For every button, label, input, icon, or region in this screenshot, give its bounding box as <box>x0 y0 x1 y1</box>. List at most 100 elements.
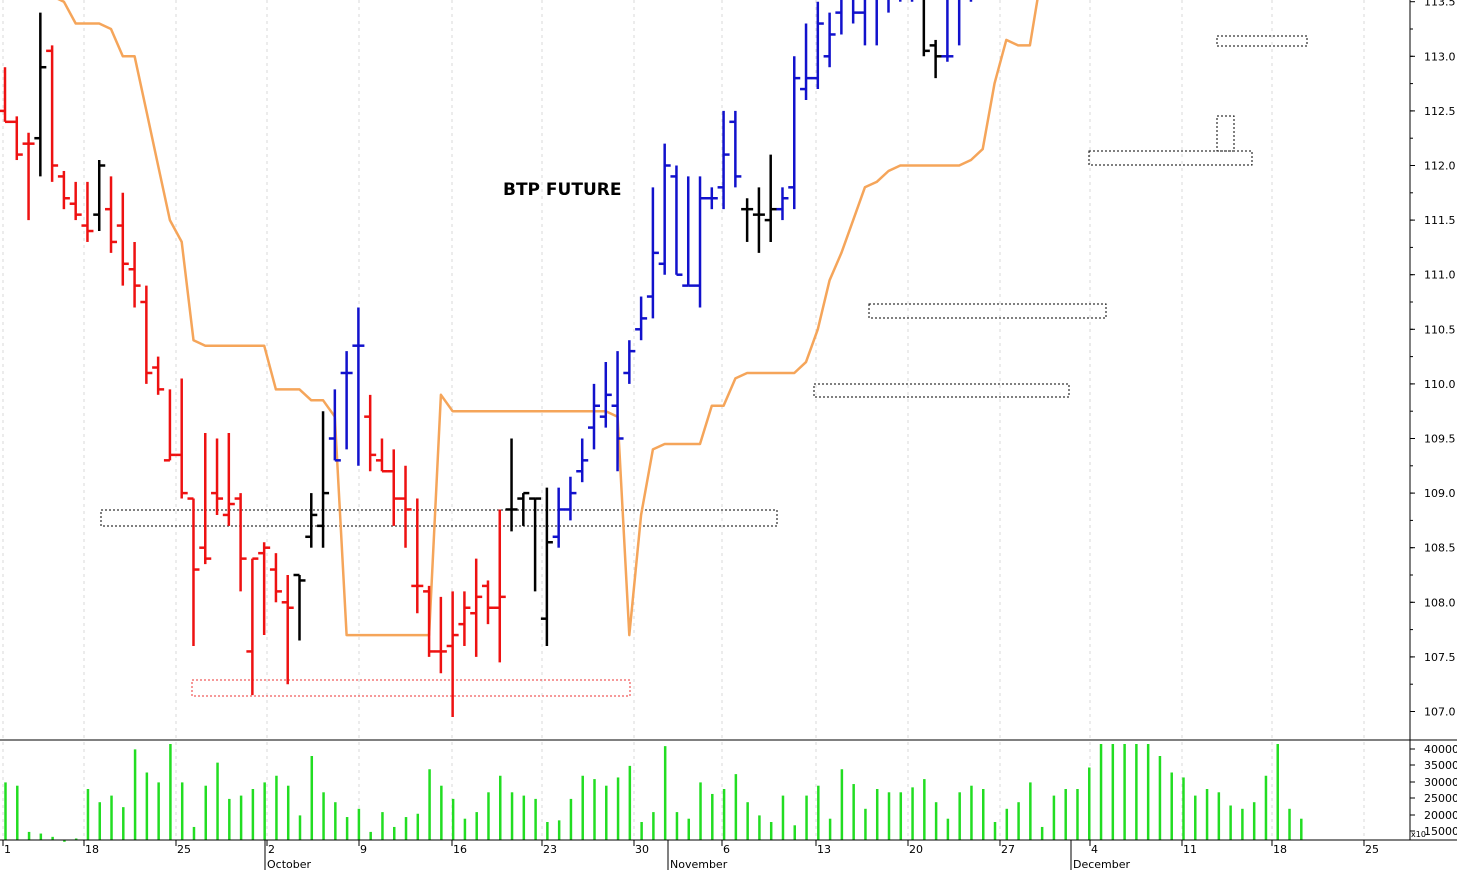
volume-tick-label: 30000 <box>1424 776 1457 789</box>
ohlc-bar <box>875 0 878 46</box>
ohlc-bar <box>246 557 259 696</box>
volume-tick-label: 40000 <box>1424 743 1457 756</box>
ohlc-bar <box>152 356 165 395</box>
ohlc-bar <box>116 192 129 286</box>
ohlc-bar <box>957 0 961 46</box>
x-tick-label: 16 <box>453 843 467 856</box>
x-tick-label: 30 <box>635 843 649 856</box>
ohlc-bar <box>741 198 754 242</box>
ohlc-bar <box>128 241 141 308</box>
month-label: October <box>267 858 311 870</box>
trendline <box>57 0 1039 637</box>
ohlc-bar <box>175 378 188 499</box>
annotation-box <box>1216 115 1235 152</box>
ohlc-bar <box>729 110 742 188</box>
ohlc-bar <box>234 493 247 592</box>
ohlc-bar <box>199 433 212 565</box>
ohlc-bar <box>858 0 867 46</box>
volume-tick-label: 35000 <box>1424 759 1457 772</box>
x-tick-label: 11 <box>1183 843 1197 856</box>
annotation-box <box>1216 35 1308 47</box>
ohlc-bar <box>717 110 730 210</box>
volume-tick-label: 20000 <box>1424 809 1457 822</box>
ohlc-bar <box>269 553 282 603</box>
ohlc-bar <box>670 165 683 276</box>
ohlc-bar <box>470 558 483 657</box>
ohlc-bar <box>258 542 271 636</box>
x-tick-label: 2 <box>268 843 275 856</box>
y-tick-label: 109.5 <box>1424 433 1456 446</box>
ohlc-bar <box>305 493 318 548</box>
ohlc-bar <box>352 307 365 466</box>
ohlc-bar <box>69 181 82 221</box>
ohlc-bar <box>187 497 200 646</box>
ohlc-bar <box>281 575 294 685</box>
annotation-boxes <box>100 35 1308 697</box>
ohlc-bar <box>564 476 577 521</box>
ohlc-bar <box>929 39 942 79</box>
x-tick-label: 23 <box>543 843 557 856</box>
ohlc-bar <box>505 438 518 532</box>
ohlc-bar <box>800 23 813 100</box>
ohlc-bar <box>752 187 765 253</box>
ohlc-bar <box>423 585 436 657</box>
ohlc-bar <box>458 591 471 646</box>
month-label: November <box>670 858 728 870</box>
ohlc-bar <box>340 351 353 450</box>
ohlc-bar <box>446 591 459 717</box>
ohlc-bar <box>293 573 306 641</box>
x-tick-label: 13 <box>817 843 831 856</box>
ohlc-bar <box>493 509 506 663</box>
ohlc-bar <box>529 497 542 592</box>
ohlc-bar <box>576 438 589 483</box>
ohlc-bar <box>811 1 824 90</box>
ohlc-bar <box>517 491 530 526</box>
ohlc-bar <box>22 132 35 221</box>
ohlc-bar <box>93 160 106 232</box>
ohlc-bar <box>658 143 671 275</box>
x-tick-label: 27 <box>1001 843 1015 856</box>
x-tick-label: 20 <box>909 843 923 856</box>
ohlc-bar <box>764 154 777 242</box>
ohlc-bar <box>540 487 553 646</box>
y-tick-label: 109.0 <box>1424 487 1456 500</box>
x-tick-label: 1 <box>4 843 11 856</box>
volume-tick-label: 25000 <box>1424 792 1457 805</box>
ohlc-bar <box>941 0 954 62</box>
ohlc-bar <box>623 340 636 384</box>
annotation-box <box>868 303 1107 319</box>
volume-bars <box>4 744 1303 842</box>
ohlc-bar <box>694 176 707 308</box>
ohlc-bar <box>776 187 789 221</box>
ohlc-bar <box>81 181 94 242</box>
ohlc-bar <box>481 580 494 625</box>
y-tick-label: 107.5 <box>1424 651 1456 664</box>
month-label: December <box>1073 858 1131 870</box>
ohlc-bar <box>682 176 695 287</box>
ohlc-bar <box>552 487 565 548</box>
ohlc-bar <box>611 351 624 472</box>
y-tick-label: 111.5 <box>1424 214 1456 227</box>
price-bars <box>0 0 973 717</box>
ohlc-bar <box>10 116 23 161</box>
ohlc-bar <box>34 12 47 177</box>
y-tick-label: 112.5 <box>1424 105 1456 118</box>
annotation-box <box>100 509 778 527</box>
ohlc-bar <box>364 394 377 472</box>
volume-unit-label: x10 <box>1411 830 1426 839</box>
ohlc-bar <box>317 411 330 548</box>
y-tick-label: 108.5 <box>1424 542 1456 555</box>
volume-tick-label: 15000 <box>1424 825 1457 838</box>
y-tick-label: 111.0 <box>1424 269 1456 282</box>
ohlc-bar <box>328 389 341 462</box>
ohlc-bar <box>375 438 388 473</box>
ohlc-bar <box>399 465 412 548</box>
ohlc-bar <box>0 67 11 124</box>
y-tick-label: 110.0 <box>1424 378 1456 391</box>
annotation-box <box>1088 150 1253 166</box>
ohlc-bar <box>588 383 600 450</box>
trendline-group <box>57 0 1039 637</box>
y-tick-label: 108.0 <box>1424 596 1456 609</box>
